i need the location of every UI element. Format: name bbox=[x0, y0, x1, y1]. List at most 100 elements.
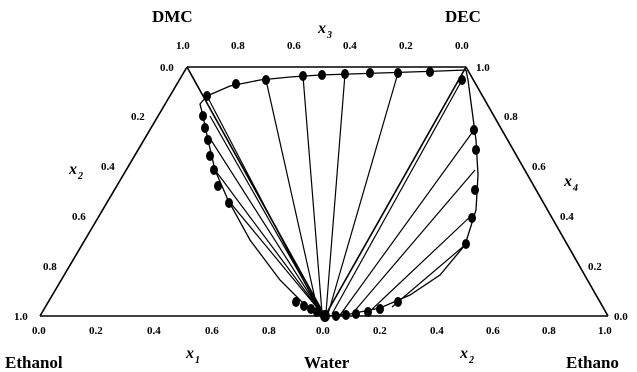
tick-label: 0.0 bbox=[455, 40, 469, 52]
axis-x2-left-subscript: 2 bbox=[77, 171, 83, 182]
tie-line bbox=[214, 169, 324, 316]
right-edge-dec-water bbox=[324, 66, 467, 317]
data-point bbox=[470, 125, 478, 135]
top-tick-labels: 1.0 0.8 0.6 0.4 0.2 0.0 bbox=[176, 40, 469, 52]
tick-label: 0.4 bbox=[343, 40, 357, 52]
axis-x2-left-symbol: x bbox=[68, 161, 77, 178]
vertex-label-dec: DEC bbox=[445, 7, 481, 26]
vertex-label-ethanol-left: Ethanol bbox=[5, 353, 63, 372]
data-point bbox=[214, 181, 222, 191]
tick-label: 0.2 bbox=[89, 325, 103, 337]
data-point bbox=[225, 198, 233, 208]
data-point bbox=[471, 185, 479, 195]
bottom-left-tick-labels: 0.0 0.2 0.4 0.6 0.8 0.0 bbox=[32, 325, 330, 337]
tick-label: 0.6 bbox=[72, 211, 86, 223]
tick-label: 0.2 bbox=[373, 325, 387, 337]
data-point bbox=[394, 68, 402, 78]
axis-x4-label: x 4 bbox=[563, 173, 578, 194]
axis-x3-label: x 3 bbox=[317, 20, 332, 41]
data-point bbox=[201, 123, 209, 133]
data-point bbox=[204, 135, 212, 145]
tie-line bbox=[265, 79, 319, 313]
data-point bbox=[364, 307, 372, 317]
tie-line bbox=[331, 79, 463, 315]
vertex-label-water: Water bbox=[304, 353, 350, 372]
right-edge-dec-ethanol bbox=[465, 66, 609, 317]
tick-label: 0.8 bbox=[262, 325, 276, 337]
axis-x1-label: x 1 bbox=[185, 345, 200, 366]
data-point bbox=[299, 71, 307, 81]
axis-x2-bottom-label: x 2 bbox=[459, 345, 474, 366]
data-point bbox=[206, 151, 214, 161]
left-edge-dmc-water bbox=[186, 66, 326, 317]
tick-label: 0.6 bbox=[287, 40, 301, 52]
tick-label: 1.0 bbox=[14, 311, 28, 323]
tick-label: 0.0 bbox=[316, 325, 330, 337]
tie-line bbox=[302, 75, 323, 314]
tie-line bbox=[391, 244, 466, 308]
binodal-curve bbox=[199, 69, 479, 317]
tick-label: 0.8 bbox=[43, 261, 57, 273]
tick-label: 0.6 bbox=[205, 325, 219, 337]
tie-line bbox=[327, 72, 399, 315]
axis-x2-bottom-symbol: x bbox=[459, 345, 468, 362]
vertex-label-ethanol-right: Ethano bbox=[566, 353, 619, 372]
axis-x2-bottom-subscript: 2 bbox=[468, 355, 474, 366]
left-tick-labels: 0.0 0.2 0.4 0.6 0.8 1.0 bbox=[14, 62, 174, 323]
data-point bbox=[394, 297, 402, 307]
data-point bbox=[300, 301, 308, 311]
data-point bbox=[462, 239, 470, 249]
tick-label: 1.0 bbox=[476, 62, 490, 74]
data-point bbox=[318, 70, 326, 80]
axis-x3-symbol: x bbox=[317, 20, 326, 37]
axis-x4-subscript: 4 bbox=[572, 183, 578, 194]
tie-line bbox=[351, 169, 476, 315]
tick-label: 0.2 bbox=[399, 40, 413, 52]
data-point bbox=[313, 307, 321, 317]
tie-line bbox=[339, 129, 475, 316]
tick-label: 0.4 bbox=[147, 325, 161, 337]
data-point bbox=[468, 213, 476, 223]
data-point bbox=[472, 145, 480, 155]
tick-label: 0.4 bbox=[101, 161, 115, 173]
data-point bbox=[292, 297, 300, 307]
data-point bbox=[210, 165, 218, 175]
data-points bbox=[199, 67, 480, 322]
tick-label: 0.4 bbox=[430, 325, 444, 337]
tick-label: 0.0 bbox=[32, 325, 46, 337]
axis-x1-symbol: x bbox=[185, 345, 194, 362]
data-point bbox=[341, 69, 349, 79]
axis-x3-subscript: 3 bbox=[326, 30, 332, 41]
tick-label: 0.8 bbox=[504, 111, 518, 123]
tie-lines bbox=[206, 72, 476, 317]
tick-label: 0.6 bbox=[486, 325, 500, 337]
axis-x1-subscript: 1 bbox=[195, 355, 200, 366]
data-point bbox=[203, 91, 211, 101]
right-tick-labels: 1.0 0.8 0.6 0.4 0.2 0.0 bbox=[476, 62, 628, 323]
tick-label: 1.0 bbox=[176, 40, 190, 52]
bottom-right-tick-labels: 0.2 0.4 0.6 0.8 1.0 bbox=[373, 325, 612, 337]
left-edge-dmc-ethanol bbox=[39, 66, 188, 317]
tie-line bbox=[325, 73, 346, 314]
data-point bbox=[352, 309, 360, 319]
tick-label: 0.6 bbox=[532, 161, 546, 173]
data-point bbox=[262, 75, 270, 85]
data-point bbox=[366, 68, 374, 78]
tick-label: 0.2 bbox=[131, 111, 145, 123]
tick-label: 0.2 bbox=[588, 261, 602, 273]
tick-label: 0.0 bbox=[160, 62, 174, 74]
diagram-frame bbox=[39, 66, 609, 317]
tick-label: 0.8 bbox=[231, 40, 245, 52]
vertex-label-dmc: DMC bbox=[152, 7, 193, 26]
tie-line bbox=[210, 139, 323, 315]
tick-label: 0.8 bbox=[542, 325, 556, 337]
data-point bbox=[342, 310, 350, 320]
axis-x4-symbol: x bbox=[563, 173, 572, 190]
data-point bbox=[376, 304, 384, 314]
tie-line bbox=[227, 199, 325, 317]
tie-line bbox=[367, 214, 473, 314]
data-point bbox=[199, 111, 207, 121]
data-point bbox=[307, 304, 315, 314]
data-point bbox=[426, 67, 434, 77]
